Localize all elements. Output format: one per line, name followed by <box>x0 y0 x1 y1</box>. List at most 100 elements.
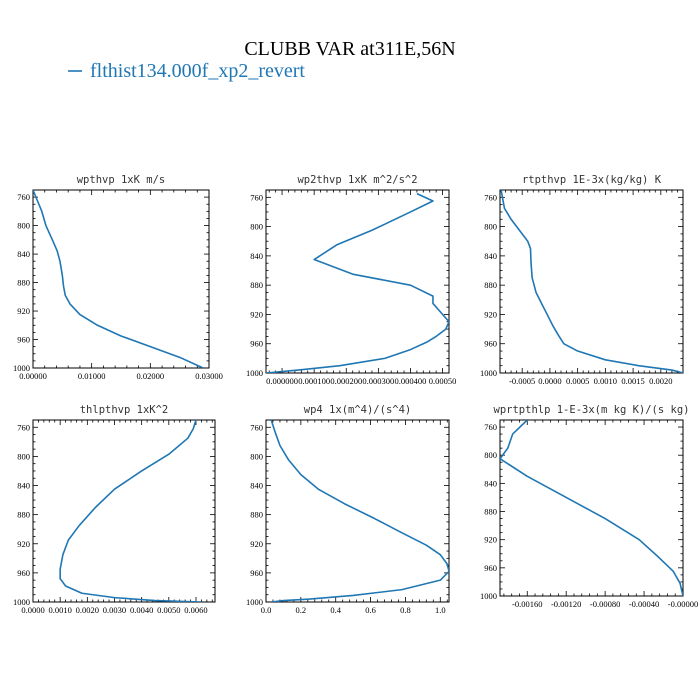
panel-title: thlpthvp 1xK^2 <box>80 404 169 416</box>
plot-frame <box>499 189 684 374</box>
x-tick-label: 0.0060 <box>184 605 207 615</box>
x-tick-label: 0.000200 <box>330 376 362 386</box>
x-tick-label: 0.000400 <box>395 376 427 386</box>
x-tick-label: 0.0020 <box>76 605 99 615</box>
panel-title: wp2thvp 1xK m^2/s^2 <box>297 174 417 186</box>
panel-2: wp2thvp 1xK m^2/s^2 760 800 840 880 920 960 100… <box>246 174 456 386</box>
series-line <box>500 420 683 596</box>
x-tick-label: -0.00040 <box>629 599 659 609</box>
panel-1: wpthvp 1xK m/s 760 800 840 880 920 960 10000.00… <box>13 174 223 381</box>
x-tick-label: 0.6 <box>365 605 376 615</box>
x-tick-label: 0.0000 <box>21 605 44 615</box>
x-tick-label: 0.0050 <box>157 605 180 615</box>
y-tick-label: 960 <box>484 563 497 573</box>
panel-title: rtpthvp 1E-3x(kg/kg) K <box>522 174 662 186</box>
y-tick-label: 1000 <box>246 368 263 378</box>
x-tick-label: -0.0005 <box>509 376 535 386</box>
y-tick-label: 1000 <box>480 368 497 378</box>
figure-title: CLUBB VAR at311E,56N <box>244 38 455 60</box>
y-tick-label: 920 <box>484 535 497 545</box>
y-tick-label: 960 <box>484 339 497 349</box>
y-tick-label: 960 <box>250 339 263 349</box>
panel-5: wp4 1x(m^4)/(s^4)76080084088092096010000… <box>246 404 450 615</box>
y-tick-label: 880 <box>17 278 30 288</box>
y-tick-label: 1000 <box>246 597 263 607</box>
y-tick-label: 880 <box>484 507 497 517</box>
plot-frame <box>265 419 450 603</box>
y-tick-label: 760 <box>484 422 497 432</box>
x-tick-label: 0.0 <box>261 605 272 615</box>
y-tick-label: 840 <box>17 249 30 259</box>
x-tick-label: 0.0005 <box>566 376 589 386</box>
y-tick-label: 800 <box>17 451 30 461</box>
panel-3: rtpthvp 1E-3x(kg/kg) K 760 800 840 880 920 960… <box>480 174 684 386</box>
x-tick-label: 0.0040 <box>130 605 153 615</box>
y-tick-label: 960 <box>17 335 30 345</box>
y-tick-label: 800 <box>17 221 30 231</box>
y-tick-label: 800 <box>484 450 497 460</box>
series-line <box>270 420 449 602</box>
y-tick-label: 1000 <box>13 597 30 607</box>
y-tick-label: 920 <box>484 309 497 319</box>
x-tick-label: -0.00160 <box>512 599 542 609</box>
x-tick-label: -0.00080 <box>590 599 620 609</box>
x-tick-label: 0.01000 <box>78 371 106 381</box>
panels-grid: wpthvp 1xK m/s76080084088092096010000.00… <box>13 174 698 615</box>
x-tick-label: 0.0020 <box>649 376 672 386</box>
y-tick-label: 920 <box>17 539 30 549</box>
x-tick-label: 0.0000 <box>538 376 561 386</box>
y-tick-label: 920 <box>17 306 30 316</box>
y-tick-label: 880 <box>250 510 263 520</box>
series-line <box>266 192 449 373</box>
y-tick-label: 760 <box>250 192 263 202</box>
legend-label: flthist134.000f_xp2_revert <box>90 60 305 82</box>
panel-6: wprtpthlp 1-E-3x(m kg K)/(s kg) 760 800 840… <box>480 404 698 609</box>
x-tick-label: 0.000000 <box>266 376 298 386</box>
x-tick-label: 0.0010 <box>594 376 617 386</box>
y-tick-label: 840 <box>17 481 30 491</box>
y-tick-label: 800 <box>250 451 263 461</box>
y-tick-label: 800 <box>484 222 497 232</box>
panel-4: thlpthvp 1xK^276080084088092096010000.00… <box>13 404 216 615</box>
x-tick-label: 0.0010 <box>48 605 71 615</box>
series-line <box>500 190 683 373</box>
y-tick-label: 880 <box>250 280 263 290</box>
y-tick-label: 920 <box>250 539 263 549</box>
series-line <box>59 420 202 602</box>
x-tick-label: 0.00000 <box>19 371 47 381</box>
y-tick-label: 880 <box>484 280 497 290</box>
panel-title: wpthvp 1xK m/s <box>77 174 166 186</box>
y-tick-label: 840 <box>484 251 497 261</box>
y-tick-label: 840 <box>484 478 497 488</box>
plot-frame <box>32 189 210 369</box>
y-tick-label: 1000 <box>13 363 30 373</box>
x-tick-label: 0.000300 <box>362 376 394 386</box>
x-tick-label: 0.0015 <box>621 376 644 386</box>
series-line <box>33 190 204 368</box>
x-tick-label: 0.00050 <box>429 376 457 386</box>
y-tick-label: 960 <box>17 568 30 578</box>
x-tick-label: 0.4 <box>330 605 341 615</box>
y-tick-label: 1000 <box>480 591 497 601</box>
y-tick-label: 760 <box>250 422 263 432</box>
x-tick-label: 0.8 <box>400 605 411 615</box>
y-tick-label: 920 <box>250 309 263 319</box>
plot-frame <box>32 419 216 603</box>
y-tick-label: 760 <box>17 422 30 432</box>
x-tick-label: 0.02000 <box>137 371 165 381</box>
panel-title: wprtpthlp 1-E-3x(m kg K)/(s kg) <box>494 404 690 416</box>
panel-title: wp4 1x(m^4)/(s^4) <box>304 404 411 416</box>
y-tick-label: 760 <box>484 192 497 202</box>
plot-frame <box>265 189 450 374</box>
y-tick-label: 840 <box>250 251 263 261</box>
y-tick-label: 880 <box>17 510 30 520</box>
x-tick-label: 0.2 <box>296 605 307 615</box>
x-tick-label: -0.00000 <box>668 599 698 609</box>
x-tick-label: 0.000100 <box>298 376 330 386</box>
x-tick-label: 1.0 <box>435 605 446 615</box>
y-tick-label: 760 <box>17 192 30 202</box>
x-tick-label: 0.03000 <box>195 371 223 381</box>
y-tick-label: 840 <box>250 481 263 491</box>
x-tick-label: -0.00120 <box>551 599 581 609</box>
